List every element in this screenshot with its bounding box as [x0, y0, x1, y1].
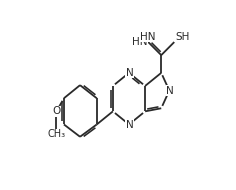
Text: HN: HN — [140, 32, 156, 42]
Text: HN: HN — [132, 37, 148, 47]
Text: SH: SH — [175, 32, 189, 42]
Text: N: N — [126, 68, 134, 78]
Text: O: O — [52, 106, 61, 116]
Text: N: N — [126, 120, 134, 130]
Text: CH₃: CH₃ — [47, 129, 66, 139]
Text: N: N — [166, 86, 174, 96]
